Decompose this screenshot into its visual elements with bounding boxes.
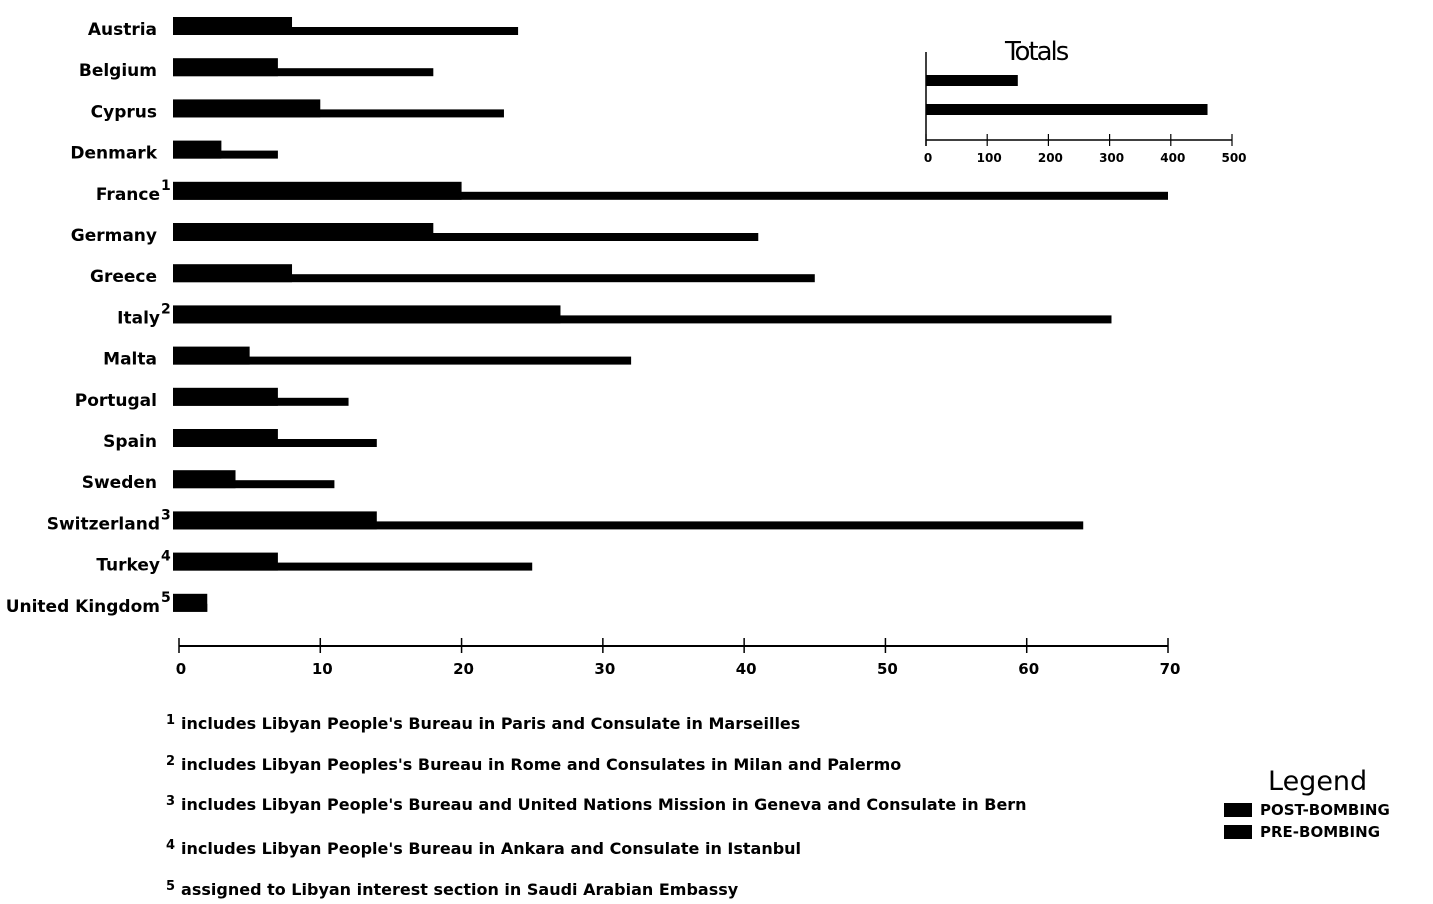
footnote-text: includes Libyan People's Bureau in Ankar… xyxy=(181,839,802,858)
footnote-mark: 5 xyxy=(166,879,176,894)
bar-pre-bombing xyxy=(173,521,1084,530)
bar-post-bombing xyxy=(173,470,236,489)
bar-pre-bombing xyxy=(173,480,335,489)
category-label: Austria xyxy=(88,20,157,40)
footnote-5: 5 assigned to Libyan interest section in … xyxy=(166,879,739,899)
category-label: France xyxy=(96,185,160,205)
category-label: Cyprus xyxy=(91,102,157,122)
bar-pre-bombing xyxy=(173,562,533,571)
inset-bar-pre-bombing xyxy=(926,104,1208,115)
bar-post-bombing xyxy=(173,181,462,200)
bar-pre-bombing xyxy=(173,27,519,35)
bar-pre-bombing xyxy=(173,274,815,283)
footnote-3: 3 includes Libyan People's Bureau and Uni… xyxy=(166,794,1027,814)
bar-post-bombing xyxy=(173,429,278,447)
category-label: Spain xyxy=(103,432,157,452)
footnote-mark: 3 xyxy=(166,794,176,809)
category-label: Switzerland xyxy=(47,514,160,534)
footnote-text: includes Libyan People's Bureau and Unit… xyxy=(181,795,1027,814)
inset-x-tick-label: 300 xyxy=(1099,151,1124,165)
inset-x-tick-label: 100 xyxy=(977,151,1002,165)
category-label: United Kingdom xyxy=(6,597,160,617)
bar-post-bombing xyxy=(173,99,321,118)
bar-post-bombing xyxy=(173,140,222,159)
legend-item-post-bombing: POST-BOMBING xyxy=(1224,801,1390,819)
category-labels: Austria Belgium Cyprus Denmark France 1 German… xyxy=(6,20,171,617)
bar-post-bombing xyxy=(173,58,278,77)
legend-swatch xyxy=(1224,825,1252,839)
inset-x-tick-label: 0 xyxy=(924,151,932,165)
category-label: Turkey xyxy=(96,556,160,576)
bar-post-bombing xyxy=(173,593,208,612)
x-tick-label: 20 xyxy=(453,660,474,678)
main-x-axis: 0 10 20 30 40 50 60 70 xyxy=(176,638,1181,678)
footnote-marker: 1 xyxy=(161,178,171,194)
category-label: Malta xyxy=(103,350,157,370)
category-label: Belgium xyxy=(79,61,157,81)
x-tick-label: 40 xyxy=(736,660,757,678)
category-label: Denmark xyxy=(70,144,157,164)
bar-pre-bombing xyxy=(173,315,1112,324)
footnote-text: includes Libyan Peoples's Bureau in Rome… xyxy=(181,755,902,774)
footnote-mark: 2 xyxy=(166,754,176,769)
inset-x-axis: 0 100 200 300 400 500 xyxy=(924,52,1247,165)
legend-label: POST-BOMBING xyxy=(1260,801,1390,819)
bar-post-bombing xyxy=(173,552,278,571)
footnote-marker: 2 xyxy=(161,301,171,317)
legend-swatch xyxy=(1224,803,1252,817)
footnote-text: includes Libyan People's Bureau in Paris… xyxy=(181,714,801,733)
legend-label: PRE-BOMBING xyxy=(1260,823,1381,841)
x-tick-label: 70 xyxy=(1160,660,1181,678)
x-tick-label: 10 xyxy=(312,660,333,678)
inset-bars xyxy=(926,75,1208,115)
footnote-marker: 4 xyxy=(161,549,171,565)
bar-pre-bombing xyxy=(173,233,759,241)
inset-x-tick-label: 500 xyxy=(1221,151,1246,165)
inset-x-tick-label: 400 xyxy=(1160,151,1185,165)
bar-post-bombing xyxy=(173,511,377,530)
bar-post-bombing xyxy=(173,346,250,365)
inset-x-tick-label: 200 xyxy=(1038,151,1063,165)
category-label: Italy xyxy=(117,308,160,328)
bar-pre-bombing xyxy=(173,68,434,77)
footnote-mark: 1 xyxy=(166,713,176,728)
bar-post-bombing xyxy=(173,305,561,324)
legend-title: Legend xyxy=(1268,766,1368,797)
totals-inset-chart: Totals 0 100 200 300 400 500 xyxy=(924,37,1247,165)
category-label: Germany xyxy=(71,226,157,246)
x-tick-label: 50 xyxy=(877,660,898,678)
bar-pre-bombing xyxy=(173,150,278,159)
legend: Legend POST-BOMBING PRE-BOMBING xyxy=(1224,766,1390,841)
main-bars xyxy=(173,17,1168,612)
bar-pre-bombing xyxy=(173,356,632,365)
footnote-2: 2 includes Libyan Peoples's Bureau in Rom… xyxy=(166,754,902,774)
footnote-mark: 4 xyxy=(166,838,176,853)
x-tick-label: 30 xyxy=(594,660,615,678)
x-tick-label: 60 xyxy=(1018,660,1039,678)
category-label: Sweden xyxy=(82,473,157,493)
inset-title: Totals xyxy=(1004,37,1069,67)
bar-post-bombing xyxy=(173,387,278,406)
bar-post-bombing xyxy=(173,264,293,283)
bar-post-bombing xyxy=(173,223,434,241)
bar-pre-bombing xyxy=(173,191,1168,200)
inset-bar-post-bombing xyxy=(926,75,1018,86)
bar-post-bombing xyxy=(173,17,293,35)
footnote-4: 4 includes Libyan People's Bureau in Anka… xyxy=(166,838,802,858)
legend-item-pre-bombing: PRE-BOMBING xyxy=(1224,823,1390,841)
category-label: Greece xyxy=(90,267,157,287)
bar-pre-bombing xyxy=(173,109,504,118)
x-tick-label: 0 xyxy=(176,660,186,678)
footnote-1: 1 includes Libyan People's Bureau in Pari… xyxy=(166,713,801,733)
footnote-marker: 3 xyxy=(161,507,171,523)
footnote-text: assigned to Libyan interest section in S… xyxy=(181,880,739,899)
category-label: Portugal xyxy=(75,391,157,411)
footnote-marker: 5 xyxy=(161,590,171,606)
